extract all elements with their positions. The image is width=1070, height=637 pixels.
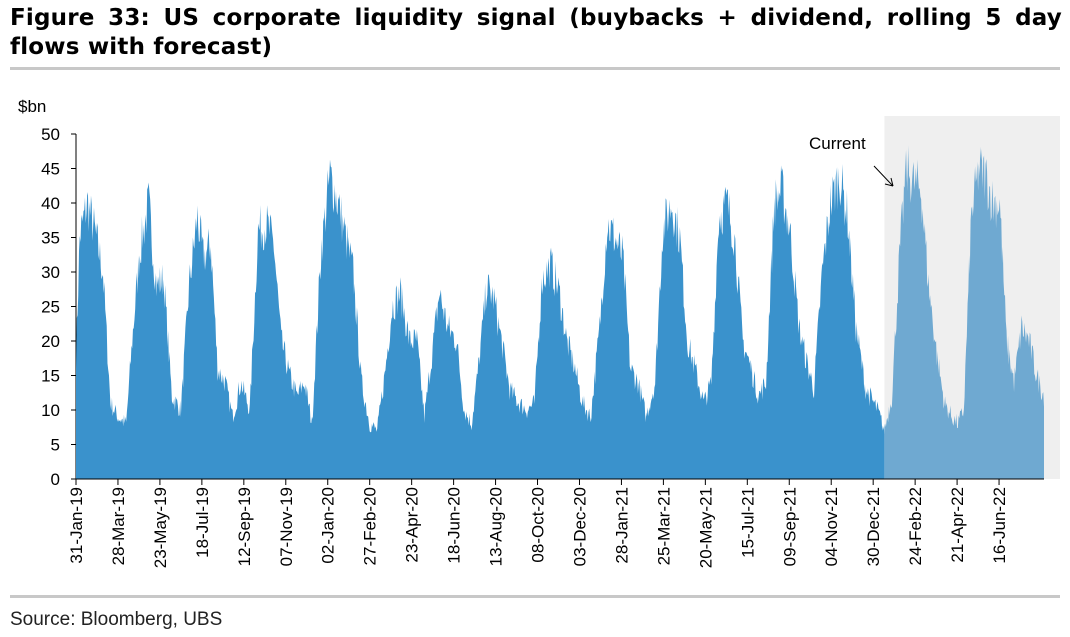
y-tick-label: 25 — [41, 298, 60, 317]
x-tick-label: 15-Jul-21 — [738, 487, 757, 558]
x-tick-label: 03-Dec-20 — [570, 487, 589, 566]
y-tick-label: 10 — [41, 401, 60, 420]
x-tick-label: 09-Sep-21 — [780, 487, 799, 566]
series-forecast-area — [884, 145, 1044, 479]
series-actual-area — [76, 159, 885, 479]
x-tick-label: 18-Jun-20 — [445, 487, 464, 564]
current-annotation-arrowhead — [884, 177, 894, 187]
y-tick-label: 35 — [41, 229, 60, 248]
y-tick-label: 45 — [41, 160, 60, 179]
x-tick-label: 30-Dec-21 — [864, 487, 883, 566]
current-annotation-label: Current — [809, 134, 866, 153]
y-tick-label: 0 — [51, 470, 60, 489]
x-tick-label: 07-Nov-19 — [277, 487, 296, 566]
x-tick-label: 16-Jun-22 — [990, 487, 1009, 564]
y-tick-label: 40 — [41, 194, 60, 213]
x-tick-label: 20-May-21 — [696, 487, 715, 568]
y-tick-label: 5 — [51, 436, 60, 455]
y-axis-title: $bn — [18, 97, 46, 116]
x-tick-label: 21-Apr-22 — [948, 487, 967, 563]
source-note: Source: Bloomberg, UBS — [10, 609, 223, 630]
x-tick-label: 04-Nov-21 — [822, 487, 841, 566]
x-tick-label: 27-Feb-20 — [361, 487, 380, 565]
current-annotation-arrow — [873, 165, 894, 187]
x-tick-label: 02-Jan-20 — [319, 487, 338, 564]
x-tick-label: 23-Apr-20 — [403, 487, 422, 563]
x-tick-label: 28-Jan-21 — [612, 487, 631, 564]
x-tick-label: 28-Mar-19 — [109, 487, 128, 565]
x-tick-label: 23-May-19 — [151, 487, 170, 568]
top-divider — [10, 67, 1060, 70]
x-axis: 31-Jan-19 28-Mar-19 23-May-19 18-Jul-19 12-S… — [67, 479, 1009, 568]
x-tick-label: 13-Aug-20 — [487, 487, 506, 566]
y-tick-label: 15 — [41, 367, 60, 386]
y-tick-label: 30 — [41, 263, 60, 282]
x-tick-label: 12-Sep-19 — [235, 487, 254, 566]
bottom-divider — [10, 595, 1060, 598]
x-tick-label: 18-Jul-19 — [193, 487, 212, 558]
y-tick-label: 50 — [41, 125, 60, 144]
y-axis: 0 5 10 15 20 25 30 35 40 45 50 — [41, 125, 77, 489]
x-tick-label: 08-Oct-20 — [529, 487, 548, 563]
x-tick-label: 31-Jan-19 — [67, 487, 86, 564]
x-tick-label: 24-Feb-22 — [906, 487, 925, 565]
x-tick-label: 25-Mar-21 — [654, 487, 673, 565]
figure-title: Figure 33: US corporate liquidity signal… — [10, 5, 1062, 60]
y-tick-label: 20 — [41, 332, 60, 351]
